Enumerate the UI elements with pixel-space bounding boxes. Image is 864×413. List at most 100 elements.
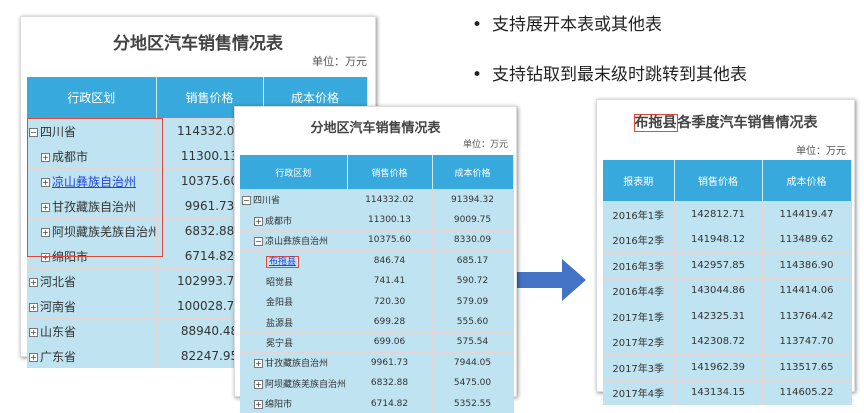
sales-cell: 142325.31 [674,303,763,329]
expand-icon[interactable]: + [29,277,38,287]
collapse-icon[interactable]: − [242,196,251,206]
region-cell: + 广东省 [27,343,157,368]
region-cell: + 山东省 [27,318,157,344]
table-row: − 四川省 114332.02 91394.32 [240,188,514,210]
period-cell: 2017年4季 [603,379,675,405]
region-name: 山东省 [40,324,77,339]
region-name: 绵阳市 [265,400,293,411]
cost-cell: 579.09 [432,290,514,312]
expand-icon[interactable]: + [41,252,50,262]
region-name: 河南省 [40,299,77,314]
table-row: 2016年2季 141948.12 113489.62 [603,226,852,253]
column-header: 销售价格 [156,77,264,119]
sales-cell: 143044.86 [674,277,763,304]
expand-icon[interactable]: + [41,152,50,162]
cost-cell: 114605.22 [762,379,852,405]
sales-cell: 720.30 [347,290,433,312]
table-row: + 甘孜藏族自治州 9961.73 7944.05 [240,352,514,374]
sales-cell: 142308.72 [674,328,763,355]
drill-target-name: 布拖县 [633,114,678,132]
table-row: + 阿坝藏族羌族自治州 6832.88 5475.00 [240,372,514,394]
table-row: 2017年2季 142308.72 113747.70 [603,328,852,355]
county-quarterly-report: 布拖县各季度汽车销售情况表 单位：万元 报表期 销售价格 成本价格 2016年1… [596,99,855,405]
table-row: − 凉山彝族自治州 10375.60 8330.09 [240,229,514,251]
period-cell: 2017年1季 [603,303,675,329]
region-name: 成都市 [52,149,89,164]
expand-icon[interactable]: + [29,302,38,312]
region-cell: 冕宁县 [240,331,348,353]
table-row: 2016年1季 142812.71 114419.47 [603,201,852,227]
expand-icon[interactable]: + [41,227,50,237]
feature-list: • 支持展开本表或其他表 • 支持钻取到最末级时跳转到其他表 [472,10,747,110]
expand-icon[interactable]: + [29,327,38,337]
highlight-box [27,118,163,257]
region-name: 昭觉县 [266,277,294,288]
region-cell: − 四川省 [27,118,157,144]
sales-cell: 142812.71 [674,201,763,227]
cost-cell: 9009.75 [432,209,514,231]
region-cell: 昭觉县 [240,270,348,292]
drill-link[interactable]: 凉山彝族自治州 [52,174,137,189]
period-cell: 2016年3季 [603,252,675,278]
expand-icon[interactable]: + [254,359,263,369]
expand-icon[interactable]: + [254,216,263,226]
cost-cell: 7944.05 [432,352,514,374]
period-cell: 2016年4季 [603,277,675,304]
sales-cell: 9961.73 [347,352,433,374]
table-row: 布拖县 846.74 685.17 [240,250,514,272]
region-name: 盐源县 [266,318,294,329]
drill-link[interactable]: 布拖县 [266,256,300,269]
table-row: 2016年4季 143044.86 114414.06 [603,277,852,304]
sales-cell: 6714.82 [347,392,433,413]
region-name: 四川省 [253,196,281,207]
sales-cell: 142957.85 [674,252,763,278]
expand-icon[interactable]: + [254,379,263,389]
region-name: 阿坝藏族羌族自治州 [265,379,347,390]
sales-cell: 141962.39 [674,354,763,380]
table-row: 2017年4季 143134.15 114605.22 [603,379,852,405]
cost-cell: 113747.70 [762,328,852,355]
unit-label: 单位：万元 [312,55,367,68]
bullet-item: • 支持展开本表或其他表 [472,15,663,35]
region-name: 甘孜藏族自治州 [52,199,137,214]
sales-cell: 10375.60 [347,229,433,251]
bullet-item: • 支持钻取到最末级时跳转到其他表 [472,65,748,85]
region-cell: + 成都市 [27,143,157,169]
collapse-icon[interactable]: − [254,236,263,246]
period-cell: 2017年2季 [603,328,675,355]
region-cell: + 甘孜藏族自治州 [240,352,348,374]
sales-cell: 114332.02 [347,188,433,210]
cost-cell: 590.72 [432,270,514,292]
cost-cell: 5475.00 [432,372,514,394]
unit-label: 单位：万元 [796,146,846,157]
table-row: 金阳县 720.30 579.09 [240,290,514,312]
column-header: 报表期 [603,160,675,202]
collapse-icon[interactable]: − [29,127,38,137]
region-name: 成都市 [265,216,293,227]
column-header: 行政区划 [27,77,157,119]
table-row: 昭觉县 741.41 590.72 [240,270,514,292]
report-table: 行政区划 销售价格 成本价格 − 四川省 114332.02 91394.32 + 成都市… [240,155,514,413]
region-name: 凉山彝族自治州 [265,236,329,247]
column-header: 行政区划 [240,155,348,190]
region-cell: + 甘孜藏族自治州 [27,193,157,219]
region-name: 冕宁县 [266,338,294,349]
region-cell: + 阿坝藏族羌族自治州 [240,372,348,394]
cost-cell: 685.17 [432,250,514,272]
sales-cell: 143134.15 [674,379,763,405]
region-cell: + 绵阳市 [240,392,348,413]
table-row: 盐源县 699.28 555.60 [240,311,514,333]
expand-icon[interactable]: + [41,177,50,187]
expand-icon[interactable]: + [29,352,38,362]
region-cell: + 凉山彝族自治州 [27,168,157,194]
region-name: 广东省 [40,349,77,364]
sales-cell: 141948.12 [674,226,763,253]
sales-cell: 6832.88 [347,372,433,394]
column-header: 成本价格 [432,155,514,190]
table-row: 2017年1季 142325.31 113764.42 [603,303,852,329]
cost-cell: 114386.90 [762,252,852,278]
region-cell: + 河北省 [27,268,157,294]
column-header: 销售价格 [674,160,763,202]
expand-icon[interactable]: + [41,202,50,212]
sales-cell: 741.41 [347,270,433,292]
